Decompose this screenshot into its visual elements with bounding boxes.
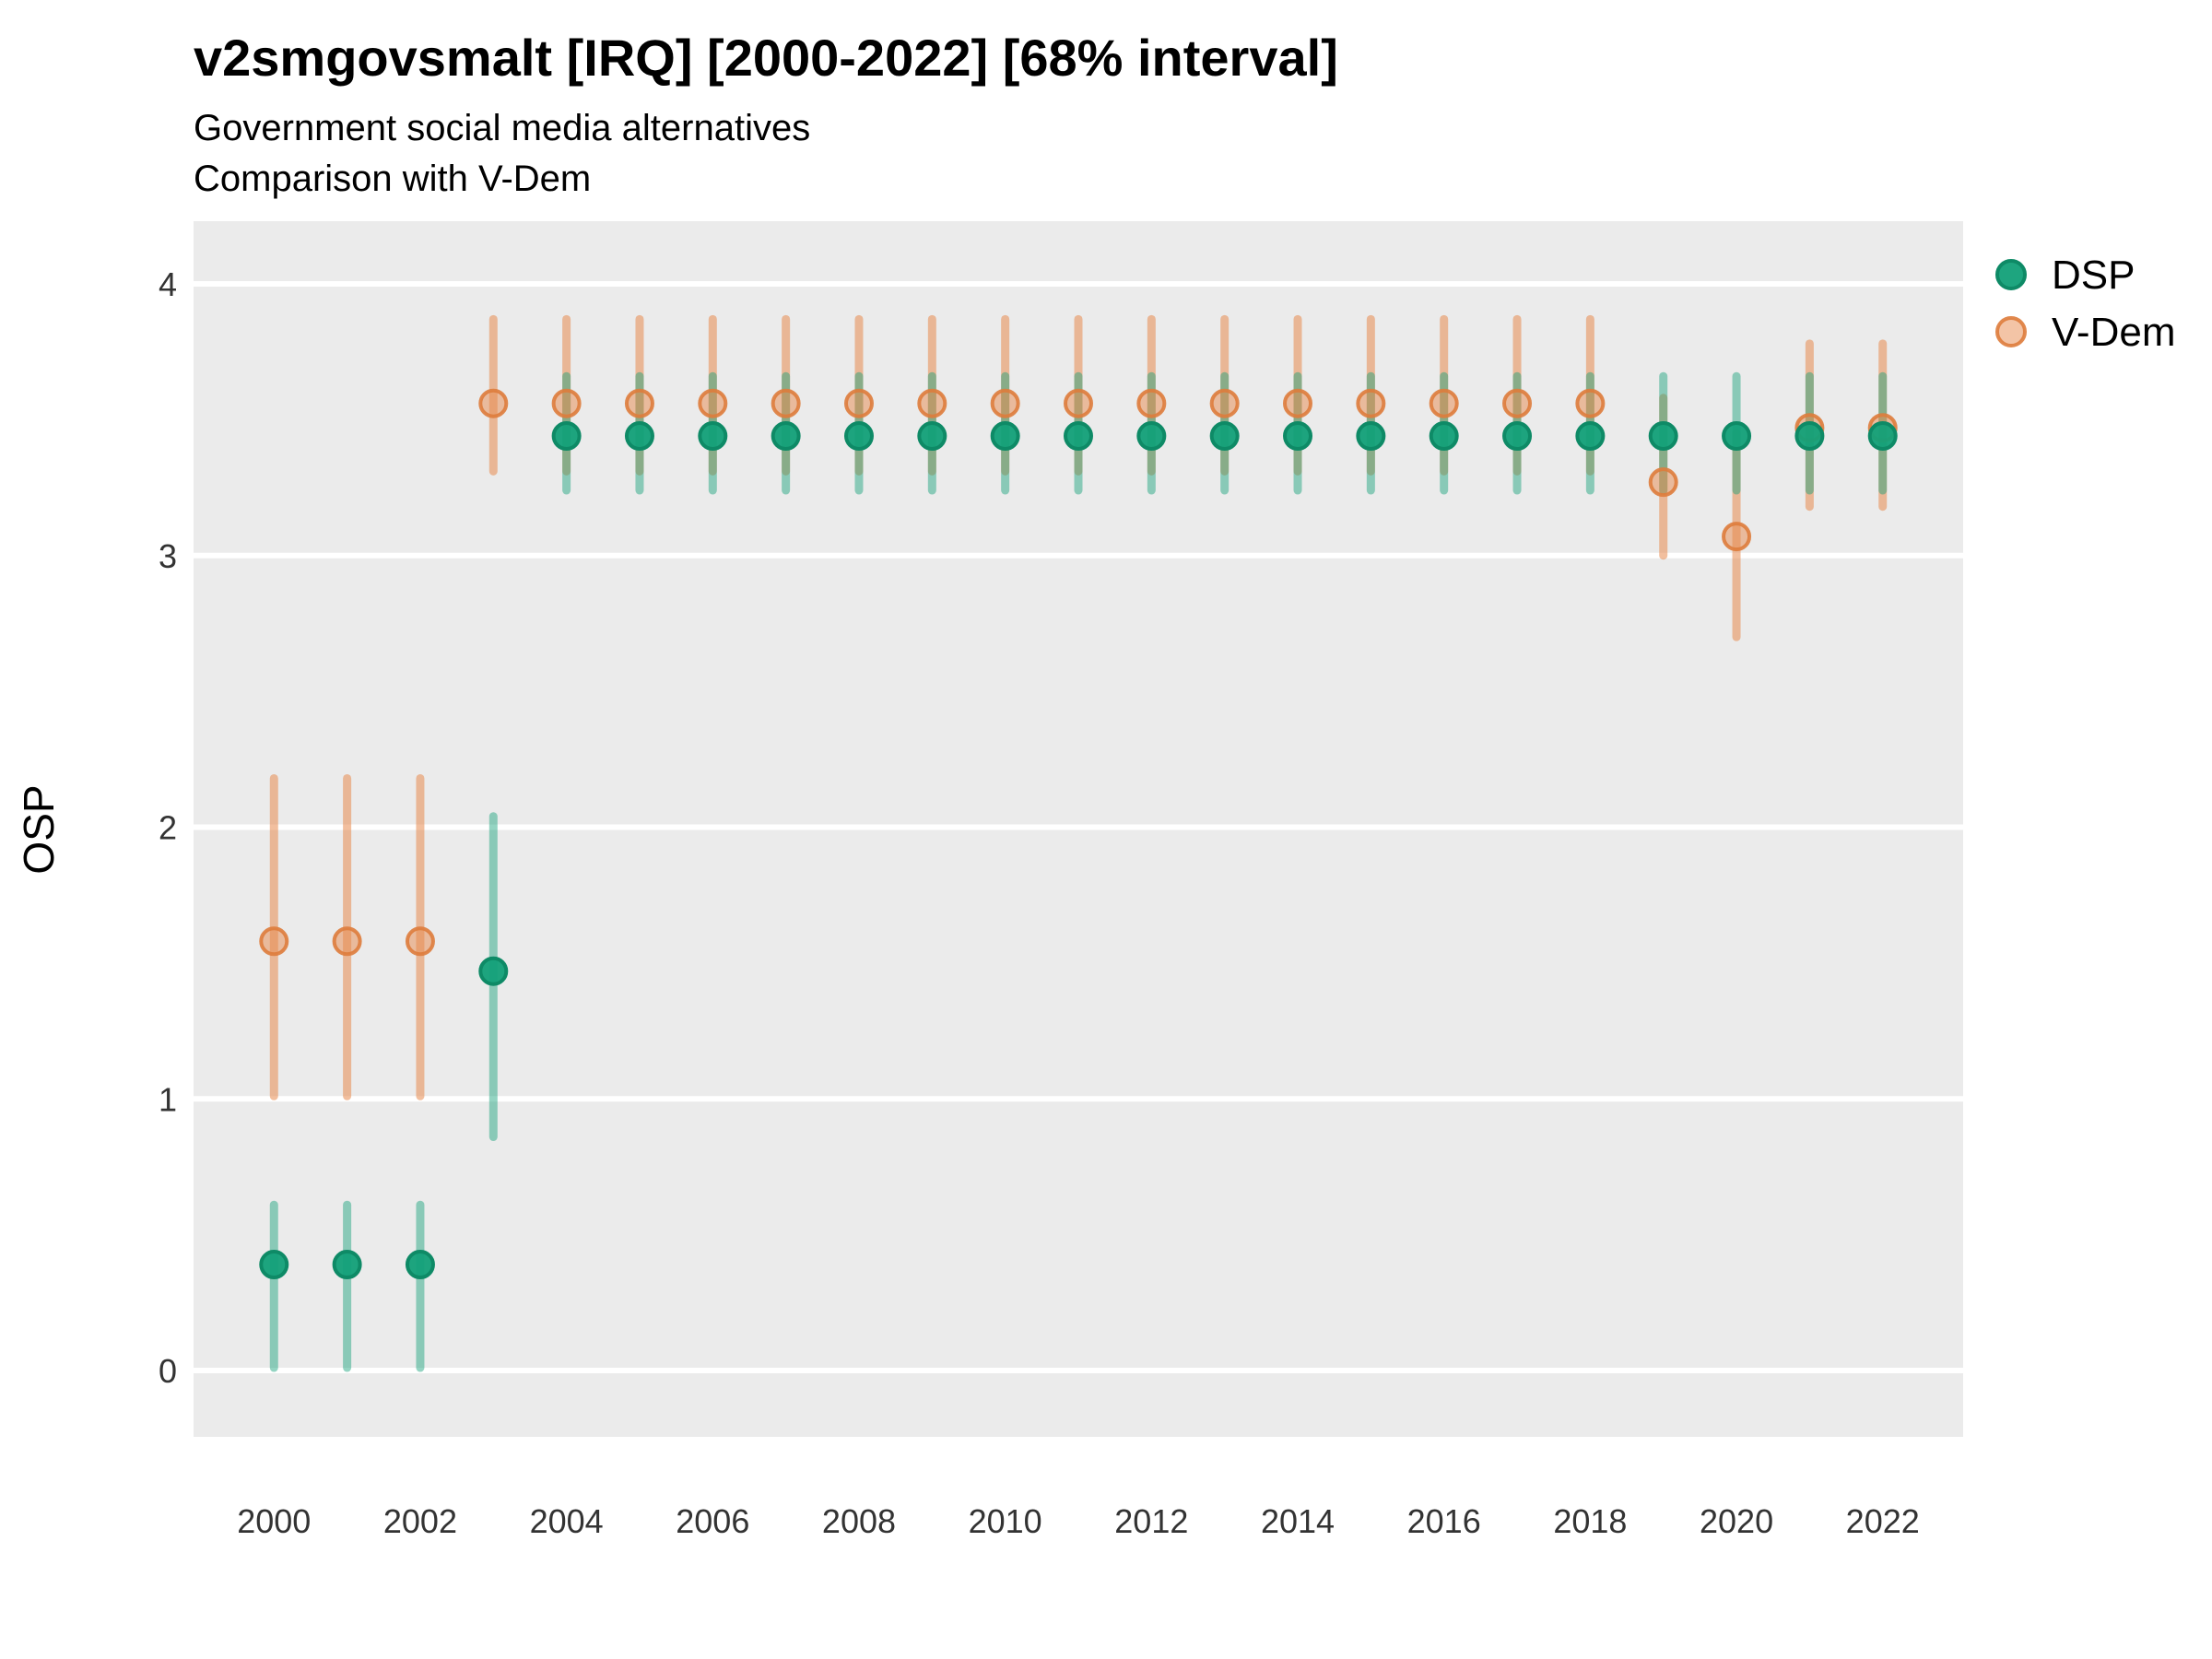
v-dem-point-2002 xyxy=(405,926,435,957)
x-tick-2020: 2020 xyxy=(1700,1502,1773,1540)
v-dem-point-2012 xyxy=(1136,388,1167,418)
v-dem-point-2019 xyxy=(1648,467,1678,498)
x-tick-2010: 2010 xyxy=(969,1502,1042,1540)
dsp-point-2006 xyxy=(698,421,728,452)
y-tick-2: 2 xyxy=(159,809,177,847)
dsp-point-2019 xyxy=(1648,421,1678,452)
legend-label-vdem: V-Dem xyxy=(2052,310,2175,355)
dsp-point-2004 xyxy=(551,421,582,452)
x-tick-2016: 2016 xyxy=(1407,1502,1481,1540)
dsp-point-2005 xyxy=(624,421,654,452)
x-tick-2014: 2014 xyxy=(1261,1502,1335,1540)
v-dem-point-2001 xyxy=(332,926,362,957)
v-dem-point-2011 xyxy=(1064,388,1093,418)
dsp-point-2011 xyxy=(1064,421,1093,452)
dsp-point-2002 xyxy=(405,1250,435,1280)
v-dem-point-2013 xyxy=(1209,388,1240,418)
v-dem-point-2015 xyxy=(1356,388,1386,418)
y-tick-1: 1 xyxy=(159,1080,177,1118)
dsp-point-2007 xyxy=(771,421,801,452)
v-dem-point-2005 xyxy=(624,388,654,418)
v-dem-point-2020 xyxy=(1722,522,1752,552)
v-dem-point-2003 xyxy=(478,388,509,418)
x-tick-2018: 2018 xyxy=(1553,1502,1627,1540)
dsp-point-2013 xyxy=(1209,421,1240,452)
y-axis-title: OSP xyxy=(15,784,63,874)
x-tick-2022: 2022 xyxy=(1846,1502,1920,1540)
chart-subtitle-1: Government social media alternatives xyxy=(194,108,810,148)
dsp-point-2018 xyxy=(1575,421,1606,452)
dsp-point-2008 xyxy=(843,421,874,452)
dsp-point-2021 xyxy=(1794,421,1825,452)
dsp-point-2001 xyxy=(332,1250,362,1280)
dsp-point-2014 xyxy=(1283,421,1313,452)
legend-label-dsp: DSP xyxy=(2052,253,2135,298)
v-dem-point-2018 xyxy=(1575,388,1606,418)
dsp-point-2017 xyxy=(1502,421,1533,452)
x-tick-2002: 2002 xyxy=(383,1502,457,1540)
x-tick-2008: 2008 xyxy=(822,1502,896,1540)
v-dem-point-2009 xyxy=(917,388,947,418)
dsp-point-2015 xyxy=(1356,421,1386,452)
v-dem-point-2010 xyxy=(990,388,1020,418)
dsp-point-2009 xyxy=(917,421,947,452)
y-tick-4: 4 xyxy=(159,265,177,303)
legend-key-vdem-icon xyxy=(1995,316,2027,347)
v-dem-point-2000 xyxy=(259,926,289,957)
dsp-point-2012 xyxy=(1136,421,1167,452)
legend-key-dsp-icon xyxy=(1995,259,2027,290)
dsp-point-2010 xyxy=(990,421,1020,452)
x-tick-2004: 2004 xyxy=(530,1502,604,1540)
x-tick-2006: 2006 xyxy=(676,1502,749,1540)
dsp-point-2016 xyxy=(1429,421,1459,452)
dsp-point-2003 xyxy=(478,956,509,986)
v-dem-point-2006 xyxy=(698,388,728,418)
y-tick-0: 0 xyxy=(159,1352,177,1390)
dsp-point-2022 xyxy=(1867,421,1898,452)
dsp-point-2000 xyxy=(259,1250,289,1280)
chart-title: v2smgovsmalt [IRQ] [2000-2022] [68% inte… xyxy=(194,29,1338,87)
v-dem-point-2007 xyxy=(771,388,801,418)
x-tick-2012: 2012 xyxy=(1114,1502,1188,1540)
dsp-point-2020 xyxy=(1722,421,1752,452)
y-tick-3: 3 xyxy=(159,537,177,575)
x-tick-2000: 2000 xyxy=(237,1502,311,1540)
v-dem-point-2016 xyxy=(1429,388,1459,418)
plot-area: 0 1 2 3 4 2000 2002 2004 2006 2008 2010 2012 2014 201… xyxy=(159,221,1963,1540)
v-dem-point-2004 xyxy=(551,388,582,418)
v-dem-point-2017 xyxy=(1502,388,1533,418)
chart-subtitle-2: Comparison with V-Dem xyxy=(194,159,591,199)
v-dem-point-2014 xyxy=(1283,388,1313,418)
v-dem-point-2008 xyxy=(843,388,874,418)
legend: DSP V-Dem xyxy=(1995,253,2175,355)
